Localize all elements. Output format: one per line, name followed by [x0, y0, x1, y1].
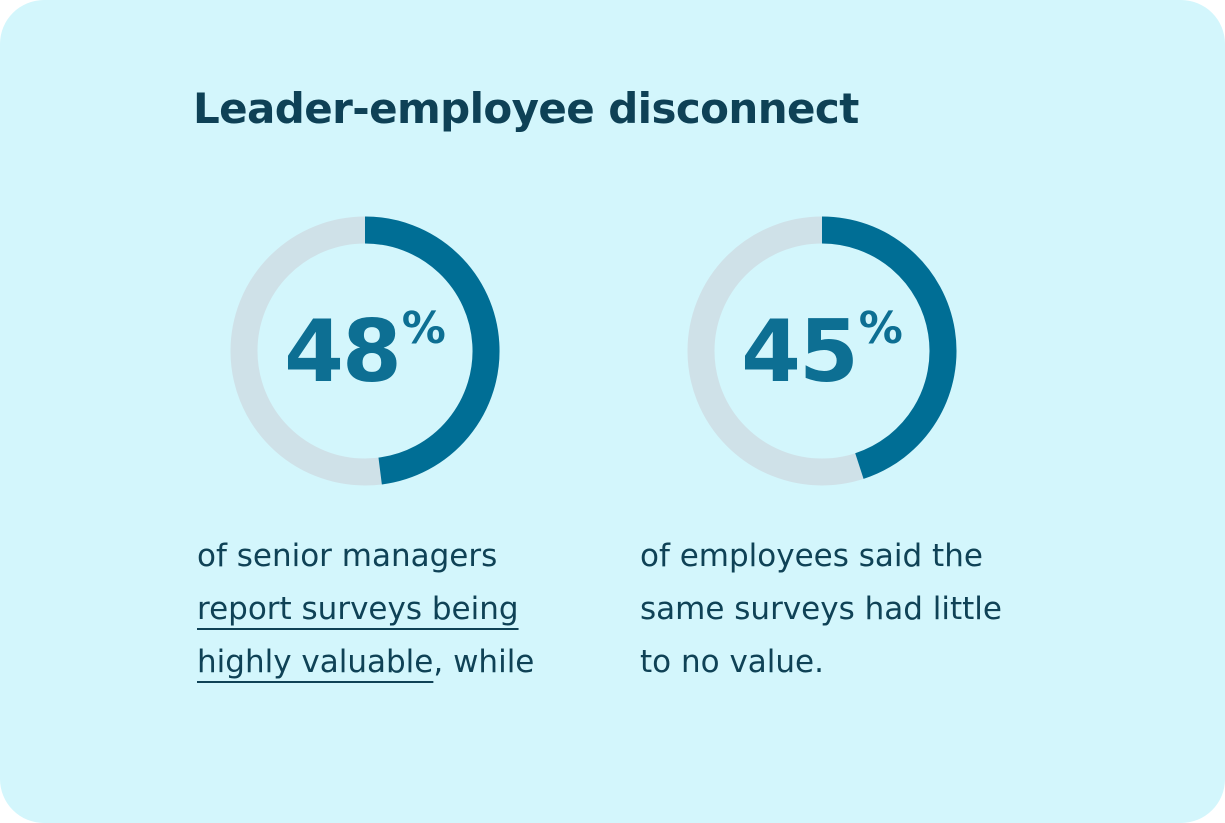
percent-value: 45 [741, 302, 859, 402]
donut-svg [230, 216, 500, 486]
report-link[interactable]: report surveys being [197, 591, 519, 627]
page-title: Leader-employee disconnect [193, 84, 859, 133]
description-tail: , while [433, 644, 535, 680]
percent-sign: % [401, 303, 446, 354]
stat-description-senior-managers: of senior managers report surveys being … [197, 530, 534, 689]
percent-label: 48% [230, 303, 500, 395]
description-line: same surveys had little [640, 591, 1002, 627]
description-line: of senior managers [197, 538, 498, 574]
donut-value-arc [821, 216, 957, 479]
description-line: to no value. [640, 644, 824, 680]
donut-chart-senior-managers: 48% [230, 216, 500, 486]
donut-value-arc [364, 216, 500, 485]
description-line: of employees said the [640, 538, 983, 574]
percent-value: 48 [284, 302, 402, 402]
percent-sign: % [858, 303, 903, 354]
stat-description-employees: of employees said the same surveys had l… [640, 530, 1002, 689]
report-link-continued[interactable]: highly valuable [197, 644, 434, 680]
donut-chart-employees: 45% [687, 216, 957, 486]
percent-label: 45% [687, 303, 957, 395]
donut-svg [687, 216, 957, 486]
